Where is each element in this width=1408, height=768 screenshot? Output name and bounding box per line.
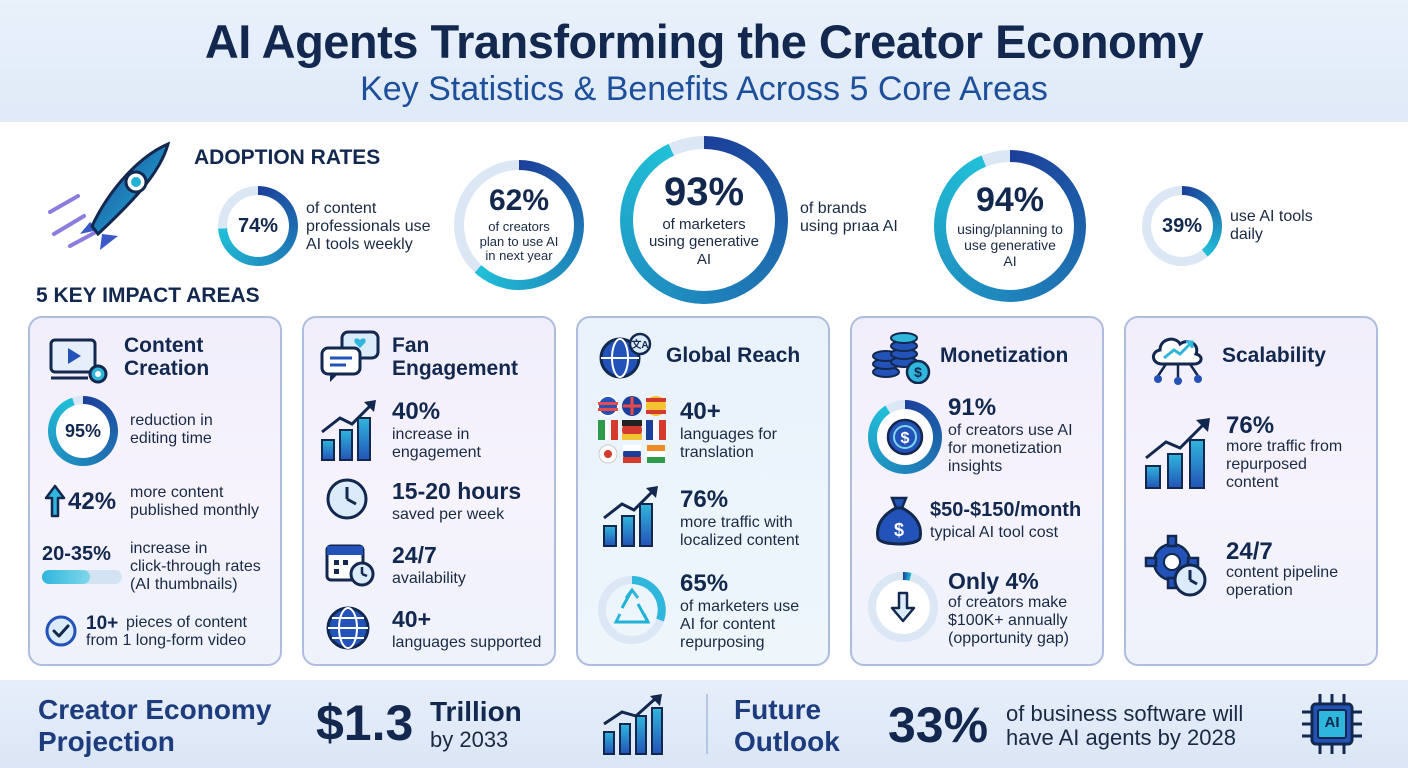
page-subtitle: Key Statistics & Benefits Across 5 Core … <box>360 70 1048 108</box>
ai-chip-label: AI <box>1324 714 1340 731</box>
monetization-ring: $ <box>868 400 942 474</box>
repurposed-value: 76% <box>1226 412 1275 439</box>
engagement-text: increase in engagement <box>392 426 481 461</box>
pieces-value: 10+ <box>86 613 119 634</box>
card-title: Scalability <box>1222 344 1326 367</box>
hours-text: saved per week <box>392 506 505 523</box>
adoption-value: 74% <box>237 215 279 237</box>
gear-clock-icon <box>1144 534 1207 597</box>
coin-stack-icon: $ <box>872 332 931 384</box>
svg-text:文A: 文A <box>631 338 648 351</box>
pipeline-text: content pipeline operation <box>1226 564 1339 599</box>
chat-bubbles-icon <box>320 330 380 382</box>
repurposed-text: more traffic from repurposed content <box>1226 438 1343 491</box>
card-title: Monetization <box>940 344 1069 367</box>
availability-text: availability <box>392 570 466 587</box>
impact-areas-label: 5 KEY IMPACT AREAS <box>36 284 260 307</box>
clock-icon <box>326 478 368 520</box>
cloud-network-icon <box>1152 337 1203 385</box>
page-title: AI Agents Transforming the Creator Econo… <box>204 15 1204 68</box>
recycle-icon <box>598 576 666 644</box>
card-title: Global Reach <box>666 344 801 367</box>
engagement-value: 40% <box>392 398 441 425</box>
content-value: 42% <box>68 488 117 515</box>
growth-chart-icon <box>1145 418 1210 489</box>
opportunity-ring <box>868 572 938 642</box>
projection-title: Creator Economy Projection <box>38 694 272 757</box>
flag-grid-icon <box>597 395 666 464</box>
monetization-value: 91% <box>948 394 997 421</box>
adoption-text-39: use AI tools daily <box>1230 208 1313 243</box>
languages-value: 40+ <box>392 606 432 632</box>
repurposing-text: of marketers use AI for content repurpos… <box>680 598 800 651</box>
adoption-rates-label: ADOPTION RATES <box>194 146 381 169</box>
opportunity-text: of creators make $100K+ annually (opport… <box>948 594 1069 647</box>
footer: Creator Economy Projection $1.3 Trillion… <box>0 680 1408 768</box>
languages-text: languages supported <box>392 634 542 651</box>
adoption-ring-39: 39% <box>1142 186 1222 266</box>
calendar-clock-icon <box>325 544 375 587</box>
svg-text:$: $ <box>901 430 910 447</box>
card-fan-engagement: Fan Engagement 40% increase in engagemen… <box>302 316 556 666</box>
outlook-title: Future Outlook <box>734 694 840 757</box>
money-bag-icon: $ <box>876 496 922 546</box>
down-arrow-icon <box>890 591 916 623</box>
card-monetization: $ Monetization $ 91% of creators use AI … <box>850 316 1104 666</box>
pipeline-value: 24/7 <box>1226 538 1273 565</box>
opportunity-value: Only 4% <box>948 568 1039 594</box>
ctr-text: increase in click-through rates (AI thum… <box>130 540 261 593</box>
card-content-creation: Content Creation 95% reduction in editin… <box>28 316 282 666</box>
translation-value: 40+ <box>680 398 721 425</box>
outlook-value: 33% <box>888 697 989 753</box>
check-circle-icon <box>45 615 77 647</box>
pieces-line2: from 1 long-form video <box>86 632 247 649</box>
card-scalability: Scalability 76% more traffic from repurp… <box>1124 316 1378 666</box>
video-editing-icon <box>49 338 108 384</box>
adoption-ring-94: 94% using/planning to use generative AI <box>934 150 1086 302</box>
footer-divider <box>706 694 708 754</box>
tool-cost-text: typical AI tool cost <box>930 524 1059 541</box>
content-text: more content published monthly <box>130 484 259 519</box>
header: AI Agents Transforming the Creator Econo… <box>0 0 1408 122</box>
repurposing-value: 65% <box>680 570 729 597</box>
editing-time-ring: 95% <box>48 396 118 466</box>
card-title: Fan Engagement <box>392 334 519 380</box>
hours-value: 15-20 hours <box>392 478 522 504</box>
projection-unit: Trillion <box>430 696 522 727</box>
availability-value: 24/7 <box>392 542 437 568</box>
growth-chart-icon <box>603 486 658 547</box>
svg-text:$: $ <box>914 364 922 380</box>
translation-text: languages for translation <box>680 426 777 461</box>
adoption-ring-62: 62% of creators plan to use AI in next y… <box>454 160 584 290</box>
ai-chip-icon <box>1302 694 1362 754</box>
monetization-text: of creators use AI for monetization insi… <box>948 422 1073 475</box>
globe-translate-icon: 文A <box>599 332 652 379</box>
dollar-coin-icon: $ <box>886 418 924 456</box>
tool-cost-value: $50-$150/month <box>930 499 1082 521</box>
outlook-text: of business software will have AI agents… <box>1006 701 1244 750</box>
localized-text: more traffic with localized content <box>680 514 800 549</box>
card-title: Content Creation <box>124 334 210 380</box>
up-arrow-icon <box>44 484 66 518</box>
globe-icon <box>326 606 370 650</box>
growth-chart-icon <box>321 400 376 461</box>
svg-text:$: $ <box>894 520 904 540</box>
projection-value: $1.3 <box>316 695 414 751</box>
growth-chart-icon <box>603 694 663 755</box>
adoption-text-74: of content professionals use AI tools we… <box>306 200 431 253</box>
rocket-icon <box>48 141 171 250</box>
adoption-ring-74: 74% <box>218 186 298 266</box>
card-global-reach: 文A Global Reach 40+ languages for transl… <box>576 316 830 666</box>
ctr-bar <box>42 570 122 584</box>
ctr-value: 20-35% <box>42 543 111 565</box>
localized-value: 76% <box>680 486 729 513</box>
pieces-line1: pieces of content <box>126 614 247 631</box>
adoption-text-brands: of brands using prıaa AI <box>800 200 898 235</box>
projection-year: by 2033 <box>430 727 509 752</box>
editing-time-text: reduction in editing time <box>130 412 213 447</box>
adoption-ring-93: 93% of marketers using generative AI <box>620 136 788 304</box>
